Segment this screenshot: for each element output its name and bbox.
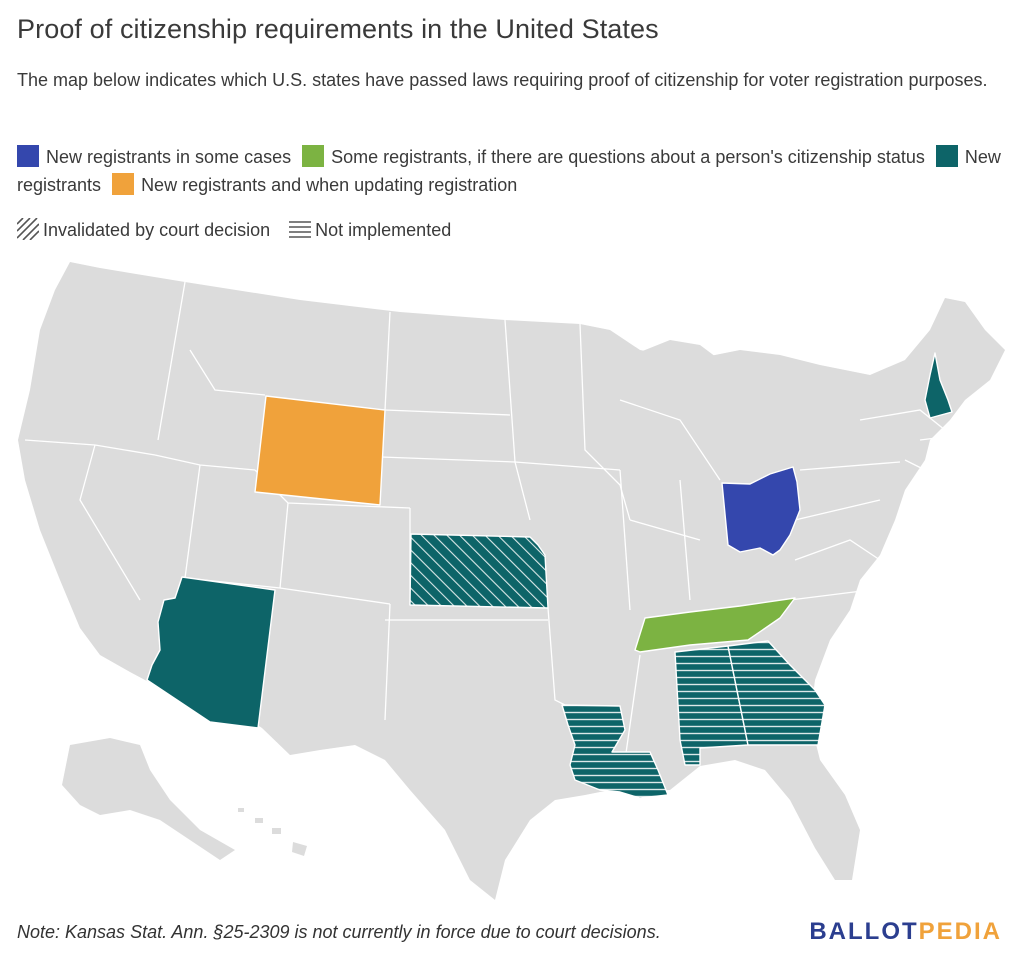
state-arizona (146, 576, 276, 729)
state-ohio (721, 466, 801, 556)
pattern-legend: Invalidated by court decision Not implem… (16, 216, 465, 244)
legend-item-invalidated: Invalidated by court decision (16, 216, 271, 244)
state-new-hampshire (924, 352, 953, 419)
legend-label: New registrants and when updating regist… (141, 175, 518, 195)
legend-swatch (17, 145, 39, 167)
legend-item-not-implemented: Not implemented (289, 216, 451, 244)
chart-title: Proof of citizenship requirements in the… (17, 14, 659, 44)
legend-label: New registrants in some cases (46, 147, 292, 167)
logo-part-2: PEDIA (918, 918, 1002, 945)
legend-item-questions: Some registrants, if there are questions… (302, 145, 925, 167)
legend-label: Some registrants, if there are questions… (331, 147, 925, 167)
state-wyoming (254, 395, 386, 506)
legend-item-some-cases: New registrants in some cases (17, 145, 292, 167)
legend-swatch (112, 173, 135, 195)
footnote: Note: Kansas Stat. Ann. §25-2309 is not … (17, 922, 661, 942)
state-georgia (727, 640, 826, 746)
legend-swatch (935, 145, 958, 167)
diagonal-hatch-icon (16, 217, 40, 241)
state-kansas (409, 533, 549, 609)
color-legend: New registrants in some cases Some regis… (17, 143, 1007, 199)
state-tennessee (634, 597, 796, 653)
legend-label: Not implemented (315, 220, 452, 240)
legend-item-updating: New registrants and when updating regist… (112, 173, 518, 195)
legend-item-new-registrants: New registrants (17, 145, 1001, 195)
logo-part-1: BALLOT (809, 918, 919, 945)
us-map (18, 262, 1005, 900)
legend-label: Invalidated by court decision (43, 220, 271, 240)
horizontal-lines-icon (289, 221, 312, 238)
chart-subtitle: The map below indicates which U.S. state… (17, 70, 988, 90)
state-louisiana (561, 704, 669, 799)
ballotpedia-logo: BALLOTPEDIA (809, 918, 1002, 946)
legend-label: New registrants (17, 147, 1001, 195)
legend-swatch (302, 145, 325, 167)
